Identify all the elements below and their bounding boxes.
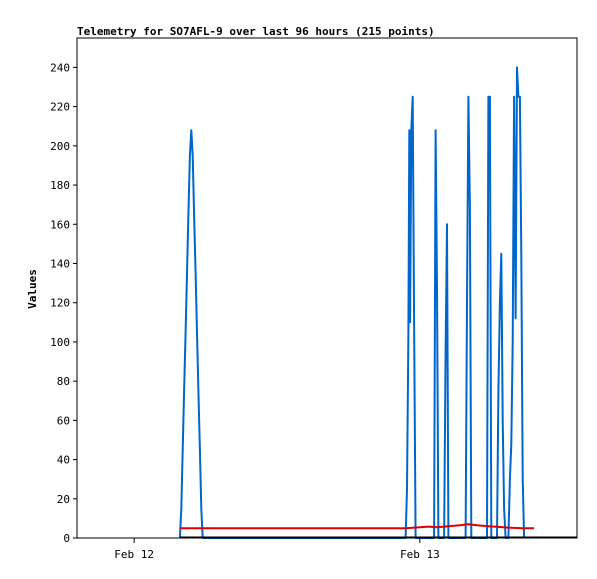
- chart-title: Telemetry for SO7AFL-9 over last 96 hour…: [77, 25, 435, 38]
- y-tick-label: 160: [50, 218, 70, 231]
- x-axis: Feb 12 Feb 13: [114, 538, 440, 561]
- y-tick-label: 120: [50, 297, 70, 310]
- y-tick-label: 20: [57, 493, 70, 506]
- series-line-1: [179, 523, 535, 530]
- y-axis: 0 20 40 60 80 100 120 140 160 180 200 220 240: [50, 61, 77, 545]
- y-axis-title: Values: [26, 269, 39, 309]
- series-layer: [178, 66, 577, 539]
- y-tick-label: 0: [63, 532, 70, 545]
- y-tick-label: 140: [50, 257, 70, 270]
- x-tick-label: Feb 13: [400, 548, 440, 561]
- y-tick-label: 80: [57, 375, 70, 388]
- x-tick-label: Feb 12: [114, 548, 154, 561]
- y-tick-label: 40: [57, 454, 70, 467]
- y-tick-label: 100: [50, 336, 70, 349]
- y-tick-label: 200: [50, 140, 70, 153]
- series-line-0: [178, 66, 526, 539]
- y-tick-label: 60: [57, 414, 70, 427]
- y-tick-label: 220: [50, 101, 70, 114]
- y-tick-label: 180: [50, 179, 70, 192]
- y-tick-label: 240: [50, 61, 70, 74]
